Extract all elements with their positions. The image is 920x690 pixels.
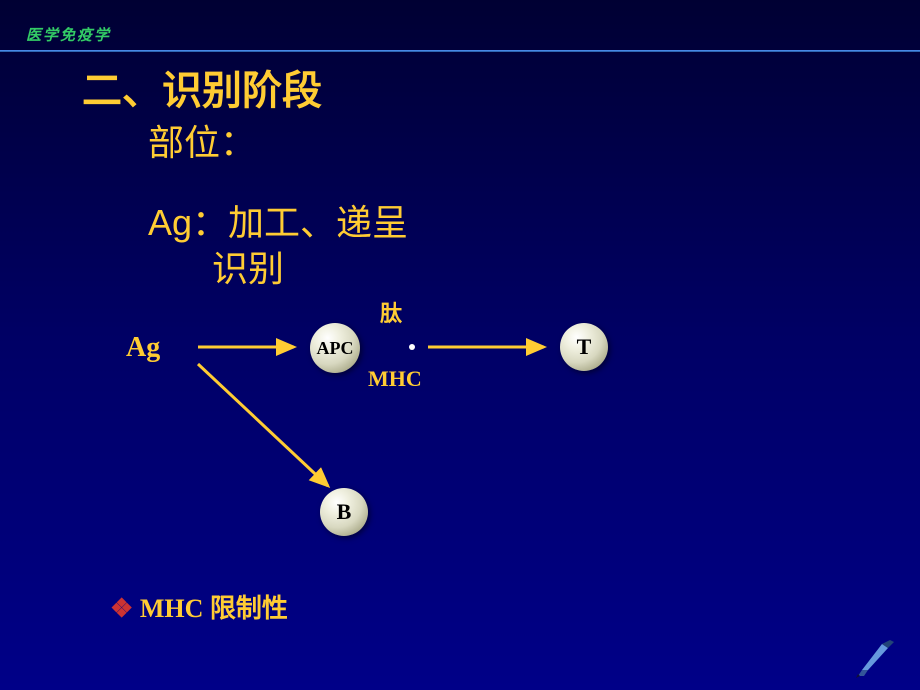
node-t-label: T xyxy=(577,334,592,360)
bullet-mhc-restriction: ❖ MHC 限制性 xyxy=(110,588,288,625)
label-location: 部位： xyxy=(148,114,256,166)
node-label-ag: Ag xyxy=(126,332,160,364)
label-ag-process: Ag：加工、递呈 xyxy=(148,194,408,246)
node-t: T xyxy=(560,323,608,371)
course-header: 医学免疫学 xyxy=(26,24,111,45)
bullet-text: MHC 限制性 xyxy=(140,594,288,623)
header-divider xyxy=(0,50,920,52)
node-b: B xyxy=(320,488,368,536)
node-apc-label: APC xyxy=(317,338,354,359)
pen-icon xyxy=(854,640,900,680)
slide: 医学免疫学 二、识别阶段 部位： Ag：加工、递呈 识别 Ag 肽 MHC AP… xyxy=(0,0,920,690)
label-mhc: MHC xyxy=(368,366,422,392)
node-apc: APC xyxy=(310,323,360,373)
node-b-label: B xyxy=(337,499,352,525)
section-title: 二、识别阶段 xyxy=(82,58,322,116)
label-peptide: 肽 xyxy=(380,296,402,328)
label-recognition: 识别 xyxy=(212,240,284,292)
bullet-icon: ❖ xyxy=(110,593,133,623)
